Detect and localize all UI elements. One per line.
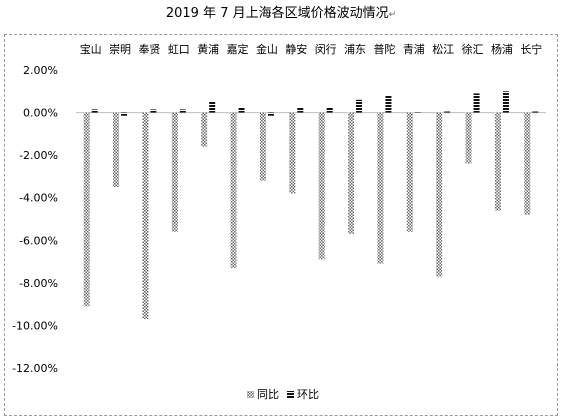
bar-yoy-2 xyxy=(142,112,149,320)
legend-swatch-1 xyxy=(287,391,294,398)
legend-swatch-0 xyxy=(247,391,254,398)
y-tick-label: -10.00% xyxy=(12,319,58,332)
bar-yoy-13 xyxy=(465,112,472,164)
bar-yoy-0 xyxy=(83,112,90,307)
category-label: 长宁 xyxy=(520,42,542,56)
bar-yoy-7 xyxy=(289,112,296,194)
category-label: 普陀 xyxy=(373,42,395,56)
bar-mom-11 xyxy=(414,112,421,114)
category-label: 崇明 xyxy=(109,43,131,56)
bar-yoy-10 xyxy=(377,112,384,264)
bar-yoy-4 xyxy=(201,112,208,147)
bar-mom-10 xyxy=(385,95,392,113)
bar-mom-12 xyxy=(444,111,451,113)
bar-mom-4 xyxy=(209,101,216,113)
bar-mom-9 xyxy=(356,99,363,113)
bar-yoy-5 xyxy=(230,112,237,268)
category-label: 奉贤 xyxy=(138,42,160,56)
category-label: 虹口 xyxy=(168,43,190,56)
legend: 同比 环比 xyxy=(247,388,319,401)
bar-yoy-8 xyxy=(318,112,325,260)
bar-yoy-1 xyxy=(113,112,120,188)
y-tick-label: -2.00% xyxy=(19,149,58,162)
legend-label: 环比 xyxy=(297,388,319,401)
bar-yoy-14 xyxy=(494,112,501,211)
category-label: 浦东 xyxy=(344,43,366,56)
chart-frame xyxy=(4,34,558,416)
category-label: 金山 xyxy=(256,42,278,56)
bar-yoy-11 xyxy=(406,112,413,232)
bar-mom-5 xyxy=(238,107,245,113)
bar-mom-14 xyxy=(502,91,509,113)
chart-title: 2019 年 7 月上海各区域价格波动情况↵ xyxy=(165,6,397,21)
category-label: 嘉定 xyxy=(227,42,249,56)
category-label: 闵行 xyxy=(315,42,337,56)
legend-label: 同比 xyxy=(257,388,279,401)
bar-yoy-15 xyxy=(524,112,531,215)
category-label: 黄浦 xyxy=(197,42,219,56)
bar-yoy-12 xyxy=(436,112,443,277)
bar-yoy-3 xyxy=(171,112,178,232)
bar-mom-2 xyxy=(150,109,157,113)
bar-mom-1 xyxy=(121,112,128,116)
bar-mom-8 xyxy=(326,107,333,113)
return-mark-icon: ↵ xyxy=(388,10,397,20)
category-label: 松江 xyxy=(432,42,454,56)
bar-yoy-6 xyxy=(259,112,266,181)
bar-mom-15 xyxy=(532,111,539,113)
y-tick-label: -12.00% xyxy=(12,362,58,375)
bar-mom-0 xyxy=(91,109,98,113)
category-label: 徐汇 xyxy=(462,42,484,56)
category-label: 青浦 xyxy=(403,43,425,56)
y-tick-label: 2.00% xyxy=(23,64,58,77)
category-label: 静安 xyxy=(285,42,307,56)
y-tick-label: -4.00% xyxy=(19,192,58,205)
bar-yoy-9 xyxy=(348,112,355,234)
y-tick-label: -8.00% xyxy=(19,277,58,290)
bars xyxy=(83,91,539,320)
bar-mom-3 xyxy=(179,109,186,113)
y-tick-label: 0.00% xyxy=(23,107,58,120)
bar-mom-6 xyxy=(267,112,274,116)
y-tick-label: -6.00% xyxy=(19,234,58,247)
category-labels: 宝山 崇明 奉贤 虹口 黄浦 嘉定 金山 静安 闵行 浦东 普陀 青浦 松江 徐汇 杨浦 长宁 xyxy=(80,42,543,56)
category-label: 杨浦 xyxy=(491,42,513,56)
category-label: 宝山 xyxy=(80,42,102,56)
bar-mom-13 xyxy=(473,93,480,113)
bar-mom-7 xyxy=(297,107,304,113)
